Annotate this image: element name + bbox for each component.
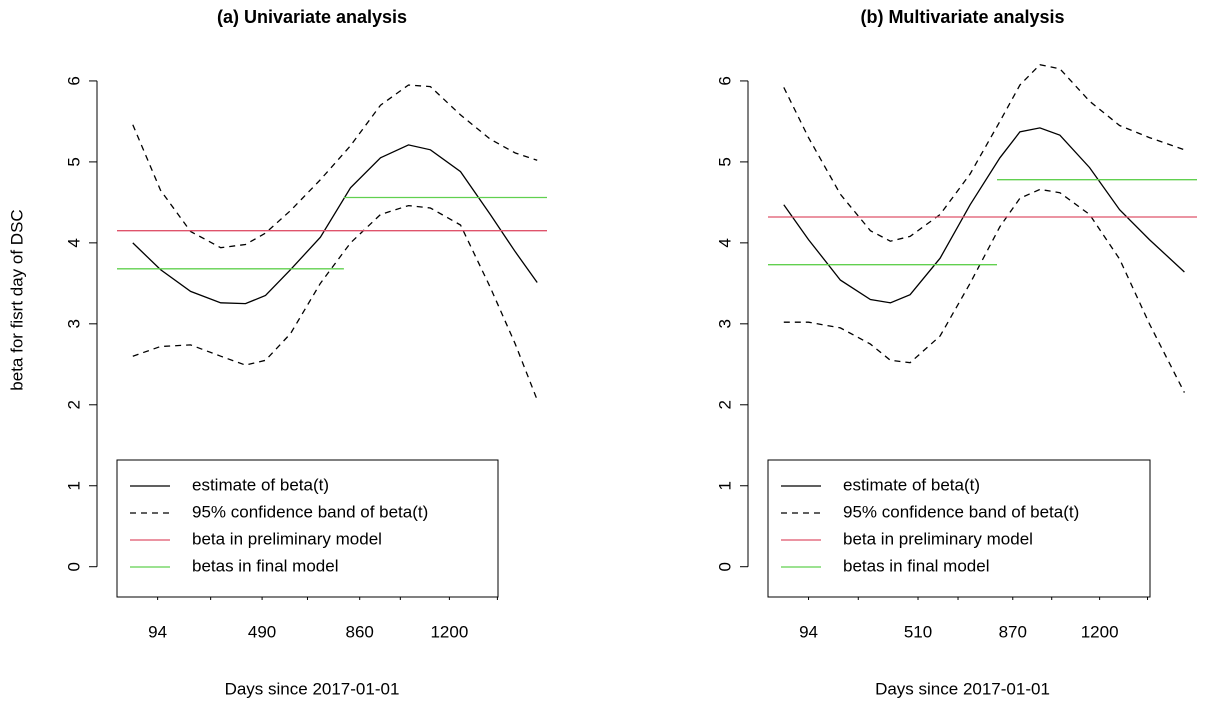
legend-label: betas in final model: [843, 556, 989, 575]
y-tick-label: 3: [715, 319, 734, 328]
legend-label: 95% confidence band of beta(t): [192, 502, 428, 521]
y-tick-label: 1: [715, 481, 734, 490]
legend-label: estimate of beta(t): [192, 475, 329, 494]
x-tick-label: 94: [799, 622, 818, 641]
legend-label: beta in preliminary model: [192, 529, 382, 548]
series-line: [117, 196, 547, 270]
y-tick-label: 2: [715, 400, 734, 409]
y-tick-label: 6: [715, 76, 734, 85]
x-tick-label: 490: [248, 622, 276, 641]
y-tick-label: 0: [715, 562, 734, 571]
x-tick-label: 94: [148, 622, 167, 641]
legend-label: 95% confidence band of beta(t): [843, 502, 1079, 521]
y-tick-label: 1: [64, 481, 83, 490]
series-line: [132, 144, 538, 305]
series-line: [768, 179, 1197, 266]
legend-label: beta in preliminary model: [843, 529, 1033, 548]
lower-band-line: [783, 188, 1185, 393]
chart-title: (a) Univariate analysis: [217, 7, 407, 27]
y-tick-label: 0: [64, 562, 83, 571]
legend-box: [116, 459, 499, 598]
chart-title: (b) Multivariate analysis: [860, 7, 1064, 27]
legend-box: [767, 459, 1151, 598]
y-tick-label: 2: [64, 400, 83, 409]
x-tick-label: 510: [904, 622, 932, 641]
series-line: [783, 127, 1185, 304]
legend-label: estimate of beta(t): [843, 475, 980, 494]
y-tick-label: 6: [64, 76, 83, 85]
y-tick-label: 4: [64, 238, 83, 247]
x-axis-label: Days since 2017-01-01: [225, 679, 400, 698]
x-tick-label: 870: [999, 622, 1027, 641]
x-tick-label: 860: [346, 622, 374, 641]
y-tick-label: 5: [64, 157, 83, 166]
y-tick-label: 3: [64, 319, 83, 328]
legend-label: betas in final model: [192, 556, 338, 575]
lower-band-line: [132, 204, 538, 401]
y-tick-label: 4: [715, 238, 734, 247]
x-tick-label: 1200: [1081, 622, 1119, 641]
x-tick-label: 1200: [430, 622, 468, 641]
upper-band-line: [783, 63, 1185, 242]
x-axis-label: Days since 2017-01-01: [875, 679, 1050, 698]
y-axis-label: beta for fisrt day of DSC: [7, 209, 26, 390]
y-tick-label: 5: [715, 157, 734, 166]
upper-band-line: [132, 84, 538, 249]
